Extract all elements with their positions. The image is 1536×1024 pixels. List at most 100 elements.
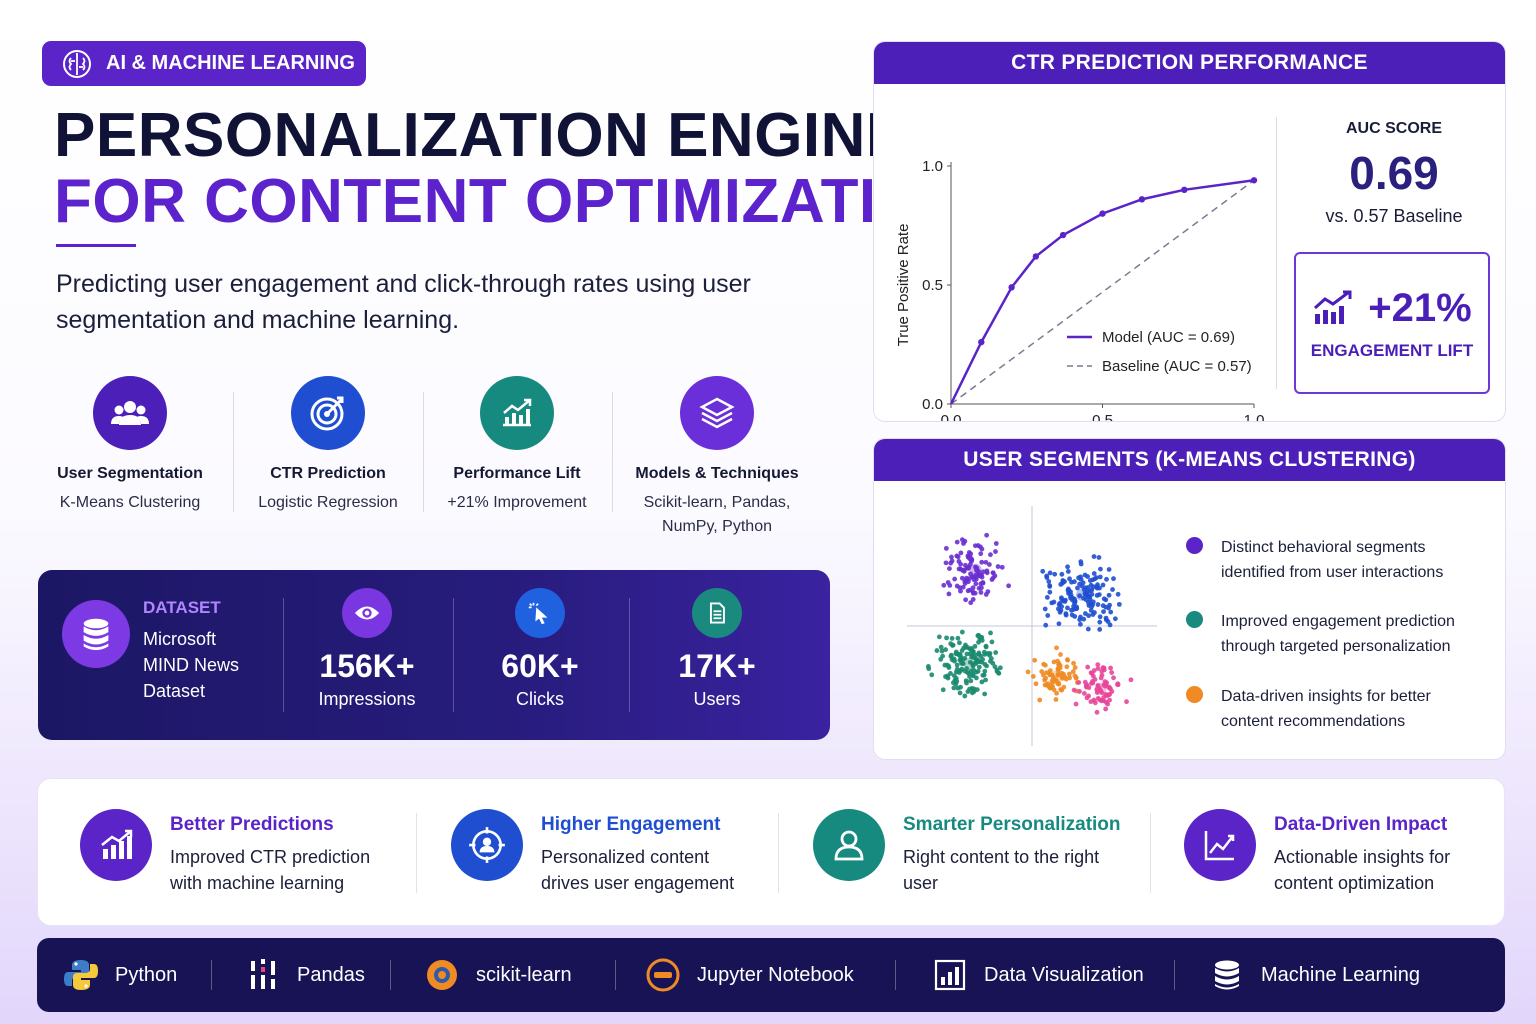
cluster-point xyxy=(958,684,963,690)
cluster-point xyxy=(1044,670,1049,676)
cluster-point xyxy=(967,686,972,692)
dataset-panel: DATASET Microsoft MIND News Dataset 156K… xyxy=(38,570,830,740)
tech-divider xyxy=(895,960,896,990)
cluster-point xyxy=(1054,645,1059,651)
cluster-point xyxy=(1101,609,1106,615)
python-icon xyxy=(64,960,98,990)
cluster-point xyxy=(1065,657,1070,663)
bullet-dot xyxy=(1186,686,1203,703)
engagement-lift-box: +21% ENGAGEMENT LIFT xyxy=(1294,252,1490,394)
roc-chart: 0.00.00.50.51.01.0False Positive RateTru… xyxy=(895,158,1264,422)
cluster-point xyxy=(976,639,981,645)
cluster-point xyxy=(975,668,981,674)
cluster-point xyxy=(989,639,995,645)
cluster-point xyxy=(1066,671,1072,677)
cluster-point xyxy=(972,652,978,658)
stat-label: Impressions xyxy=(318,689,416,709)
cluster-point xyxy=(1046,579,1052,584)
cluster-point xyxy=(956,670,962,675)
cluster-point xyxy=(988,630,993,636)
tech-label: Machine Learning xyxy=(1261,963,1420,986)
cluster-point xyxy=(971,574,976,580)
cluster-point xyxy=(963,597,969,603)
cluster-point xyxy=(982,691,988,697)
auc-label: AUC SCORE xyxy=(1345,120,1442,137)
cluster-point xyxy=(1054,690,1059,696)
cluster-point xyxy=(968,556,974,562)
cluster-point xyxy=(1090,678,1095,684)
cluster-point xyxy=(1111,675,1116,681)
cluster-point xyxy=(1081,690,1087,696)
cluster-point xyxy=(925,664,931,669)
benefit-title: Better Predictions xyxy=(170,814,334,835)
cluster-point xyxy=(954,662,960,668)
cluster-point xyxy=(1053,697,1059,702)
benefit-data-driven-impact: Data-Driven Impact Actionable insights f… xyxy=(1184,809,1494,896)
stat-value: 60K+ xyxy=(501,648,579,684)
cluster-point xyxy=(973,581,979,587)
cluster-point xyxy=(1047,583,1053,589)
cluster-point xyxy=(1042,606,1048,612)
cluster-point xyxy=(1081,616,1087,622)
feature-divider xyxy=(233,392,234,512)
users-icon xyxy=(93,376,167,450)
cluster-point xyxy=(958,550,964,556)
feature-user-segmentation: User Segmentation K-Means Clustering xyxy=(35,376,225,515)
cluster-point xyxy=(1078,621,1083,627)
cluster-point xyxy=(980,657,986,662)
cluster-point xyxy=(970,597,976,602)
cluster-point xyxy=(1098,675,1104,681)
cluster-point xyxy=(988,552,993,558)
cluster-point xyxy=(973,675,979,681)
cluster-centroid xyxy=(963,657,976,670)
benefit-title: Higher Engagement xyxy=(541,814,721,835)
cluster-point xyxy=(1084,695,1090,701)
cluster-point xyxy=(1064,664,1070,670)
cluster-point xyxy=(1088,582,1094,588)
cluster-point xyxy=(948,654,954,659)
cluster-point xyxy=(1063,611,1069,616)
pandas-icon xyxy=(251,959,275,989)
cluster-point xyxy=(1051,599,1057,605)
cluster-point xyxy=(993,541,999,546)
growth-chart-icon xyxy=(480,376,554,450)
cluster-point xyxy=(1083,585,1088,591)
feature-subtitle: Scikit-learn, Pandas, NumPy, Python xyxy=(643,494,791,535)
segment-insight: Data-driven insights for better content … xyxy=(1186,684,1486,734)
cluster-point xyxy=(981,649,987,655)
cluster-point xyxy=(1076,680,1082,685)
benefit-title: Data-Driven Impact xyxy=(1274,814,1448,835)
bullet-dot xyxy=(1186,611,1203,628)
cluster-point xyxy=(1086,685,1092,691)
cluster-point xyxy=(1094,584,1100,589)
cluster-point xyxy=(978,551,984,557)
benefit-divider xyxy=(1150,813,1151,893)
dataset-name: Microsoft MIND News Dataset xyxy=(143,629,240,701)
cluster-point xyxy=(940,687,946,693)
cluster-point xyxy=(939,648,945,654)
cluster-point xyxy=(943,560,949,566)
cluster-point xyxy=(1107,622,1113,628)
benefit-divider xyxy=(416,813,417,893)
x-tick-label: 0.5 xyxy=(1092,412,1113,422)
cluster-point xyxy=(1067,675,1072,681)
cluster-point xyxy=(1043,622,1049,628)
tech-stack-bar: Python Pandas scikit-learn Jupyter Noteb… xyxy=(37,938,1505,1012)
stat-divider xyxy=(629,598,630,712)
segment-text: Improved engagement prediction through t… xyxy=(1221,613,1455,655)
cluster-point xyxy=(957,640,962,646)
cluster-point xyxy=(1101,665,1107,671)
cluster-point xyxy=(966,671,972,676)
cluster-point xyxy=(976,664,982,670)
scikit-learn-icon xyxy=(427,960,457,990)
cluster-scatter xyxy=(907,506,1157,746)
cursor-click-icon xyxy=(515,588,565,638)
cluster-point xyxy=(1097,619,1103,625)
cluster-point xyxy=(1041,661,1047,667)
model-point xyxy=(1250,177,1258,184)
cluster-point xyxy=(983,643,989,649)
cluster-point xyxy=(1044,573,1050,579)
cluster-point xyxy=(1116,601,1122,607)
tech-divider xyxy=(615,960,616,990)
cluster-point xyxy=(1047,570,1053,576)
